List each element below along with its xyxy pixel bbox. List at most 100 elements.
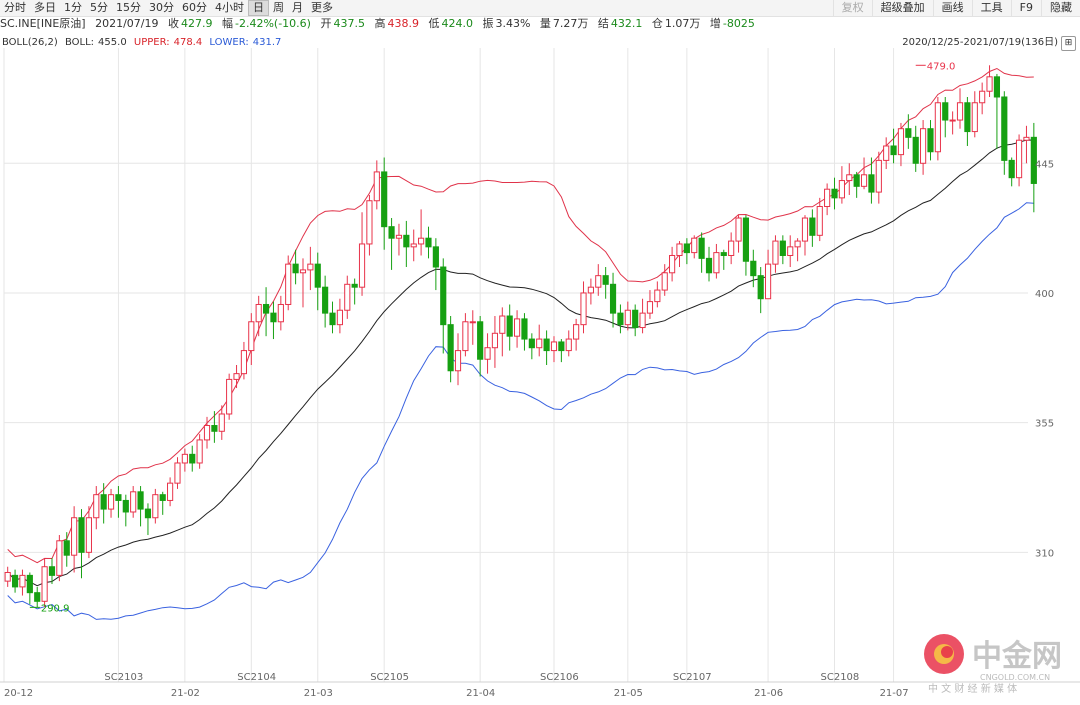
candle-body	[742, 217, 750, 262]
tool-button[interactable]: 超级叠加	[871, 0, 933, 16]
candle-body	[536, 338, 543, 349]
candle-body	[41, 566, 48, 602]
candle	[617, 304, 624, 334]
candle	[927, 120, 934, 161]
y-tick-label: 400	[1035, 289, 1054, 300]
chart-annotations: 290.9 479.0	[29, 61, 955, 614]
tool-button[interactable]: 复权	[832, 0, 872, 16]
brand-tagline: 中 文 财 经 新 媒 体	[928, 682, 1017, 695]
candle	[897, 122, 905, 167]
period-tab[interactable]: 分时	[4, 1, 26, 14]
chart-grid	[3, 48, 1028, 682]
candle-body	[454, 350, 462, 372]
candle	[624, 301, 631, 331]
candle	[196, 434, 203, 469]
x-tick-label: 21-07	[880, 688, 909, 699]
candle-body	[174, 462, 181, 484]
candle-body	[203, 425, 211, 441]
candle	[130, 486, 137, 518]
candle	[868, 157, 875, 204]
candle	[831, 177, 838, 210]
candle-body	[351, 283, 358, 288]
candle-body	[11, 574, 19, 588]
tool-button[interactable]: 画线	[932, 0, 972, 16]
candle	[469, 310, 476, 345]
candle-body	[56, 540, 63, 576]
candle-body	[654, 289, 661, 303]
period-tab[interactable]: 15分	[116, 1, 141, 14]
high-value: 438.9	[387, 17, 419, 30]
candle-body	[233, 373, 240, 380]
candle	[676, 241, 683, 268]
candle	[573, 318, 580, 351]
candle-body	[993, 76, 1001, 98]
period-tab[interactable]: 周	[273, 1, 284, 14]
candle-body	[4, 571, 11, 582]
candle	[949, 111, 956, 135]
candle-body	[676, 243, 683, 256]
period-tab[interactable]: 日	[248, 0, 269, 16]
candle-body	[609, 283, 617, 314]
candle-body	[130, 491, 137, 513]
candle-body	[661, 272, 668, 291]
candle-body	[787, 246, 794, 256]
candle	[203, 416, 211, 449]
candle-body	[757, 275, 764, 300]
candle	[240, 341, 248, 380]
candle-body	[875, 159, 882, 193]
period-tabs: 分时 多日 1分 5分 15分 30分 60分 4小时日周月更多	[0, 0, 337, 16]
candle-body	[78, 517, 85, 553]
candle-body	[897, 128, 905, 156]
candle-body	[307, 263, 314, 271]
candle	[602, 267, 609, 299]
period-tab[interactable]: 4小时	[215, 1, 244, 14]
period-tab[interactable]: 5分	[90, 1, 108, 14]
candle-body	[853, 174, 860, 187]
tool-button[interactable]: 隐藏	[1041, 0, 1080, 16]
period-tab[interactable]: 30分	[149, 1, 174, 14]
candle	[137, 486, 144, 527]
brand-domain: CNGOLD.COM.CN	[980, 673, 1050, 682]
candle-body	[824, 188, 831, 207]
x-tick-label: 21-02	[171, 688, 200, 699]
candle	[713, 243, 720, 279]
candle	[447, 316, 454, 383]
candle	[410, 229, 417, 262]
candle	[683, 238, 690, 265]
candle-body	[167, 482, 174, 501]
candle-body	[477, 321, 484, 360]
period-tab[interactable]: 1分	[64, 1, 82, 14]
candle-body	[624, 309, 631, 326]
candle	[912, 125, 919, 172]
candle	[824, 183, 831, 216]
candle	[779, 235, 786, 265]
y-axis: 310 355 400 445	[1035, 159, 1054, 559]
candle-body	[558, 341, 565, 352]
period-tab[interactable]: 多日	[34, 1, 56, 14]
candle	[1008, 157, 1015, 187]
x-tick-label: SC2105	[370, 672, 409, 683]
candle-body	[920, 128, 927, 164]
candle-body	[1001, 96, 1008, 161]
candle-body	[285, 263, 292, 305]
tool-button[interactable]: F9	[1010, 0, 1041, 16]
candle	[26, 572, 33, 605]
candle-body	[646, 301, 654, 314]
candle-body	[602, 275, 609, 285]
expand-icon[interactable]: ⊞	[1061, 36, 1076, 51]
period-tab[interactable]: 60分	[182, 1, 207, 14]
candle	[233, 365, 240, 389]
candle-body	[336, 309, 343, 326]
amplitude-label: 振	[482, 17, 494, 30]
x-tick-label: 20-12	[4, 688, 33, 699]
candle	[956, 88, 964, 129]
period-tab[interactable]: 月	[292, 1, 303, 14]
candle	[499, 307, 506, 357]
candle	[388, 218, 395, 270]
tool-button[interactable]: 工具	[971, 0, 1011, 16]
boll-header: BOLL(26,2) BOLL: 455.0 UPPER: 478.4 LOWER:…	[2, 37, 285, 49]
candle	[543, 330, 550, 365]
candle	[587, 278, 594, 305]
x-axis: 20-12 SC2103 21-02 SC2104 21-03 SC2105 21-04 SC…	[0, 672, 1080, 699]
period-tab[interactable]: 更多	[311, 1, 333, 14]
